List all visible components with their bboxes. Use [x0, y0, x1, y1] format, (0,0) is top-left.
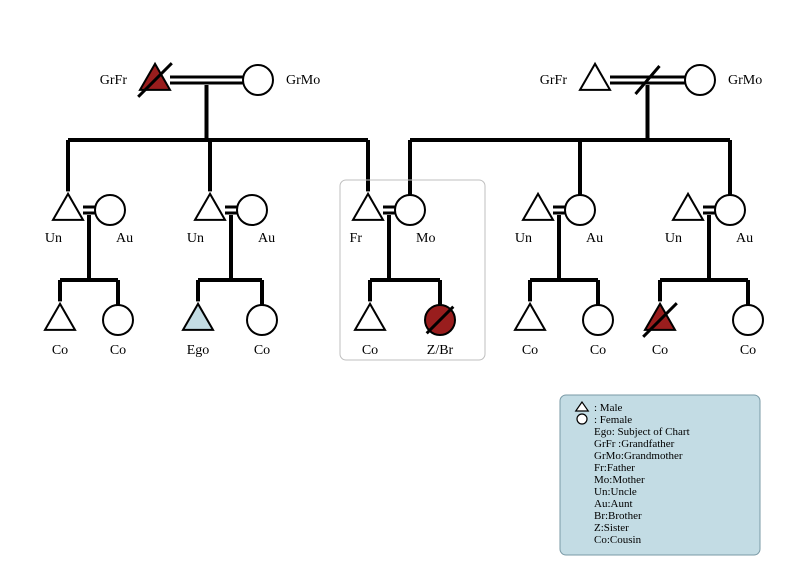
circle-icon	[715, 195, 745, 225]
triangle-icon	[523, 194, 553, 220]
person-co7: Co	[643, 303, 677, 358]
person-label: GrFr	[100, 73, 128, 88]
person-au3: Au	[565, 195, 603, 246]
person-label: Co	[522, 343, 538, 358]
person-co4: Co	[355, 304, 385, 358]
person-label: Mo	[416, 231, 435, 246]
triangle-icon	[515, 304, 545, 330]
person-label: Un	[515, 231, 532, 246]
circle-icon	[237, 195, 267, 225]
person-au4: Au	[715, 195, 753, 246]
legend-item: GrMo:Grandmother	[594, 450, 683, 462]
legend-item: Au:Aunt	[594, 498, 633, 510]
circle-icon	[395, 195, 425, 225]
person-label: GrMo	[286, 73, 320, 88]
person-zbr: Z/Br	[425, 305, 455, 358]
triangle-icon	[45, 304, 75, 330]
kinship-diagram: GrFr GrMo GrFr GrMo Un Au Un Au Fr Mo Un Au Un Au Co Co…	[0, 0, 800, 566]
circle-icon	[733, 305, 763, 335]
person-label: Co	[52, 343, 68, 358]
person-grmo_r: GrMo	[685, 65, 762, 95]
person-mo: Mo	[395, 195, 435, 246]
circle-icon	[103, 305, 133, 335]
circle-icon	[243, 65, 273, 95]
person-label: Ego	[187, 343, 210, 358]
legend-item: : Male	[594, 402, 623, 414]
person-au1: Au	[95, 195, 133, 246]
person-label: Co	[110, 343, 126, 358]
person-un2: Un	[187, 194, 225, 246]
person-label: Co	[652, 343, 668, 358]
person-co2: Co	[103, 305, 133, 358]
triangle-icon	[195, 194, 225, 220]
circle-icon	[565, 195, 595, 225]
person-co3: Co	[247, 305, 277, 358]
person-co8: Co	[733, 305, 763, 358]
legend-item: Co:Cousin	[594, 534, 642, 546]
person-grmo_l: GrMo	[243, 65, 320, 95]
person-ego: Ego	[183, 304, 213, 358]
person-label: Fr	[350, 231, 363, 246]
person-fr: Fr	[350, 194, 383, 246]
circle-icon	[95, 195, 125, 225]
triangle-icon	[355, 304, 385, 330]
person-label: Z/Br	[427, 343, 454, 358]
legend-item: Un:Uncle	[594, 486, 637, 498]
circle-icon	[583, 305, 613, 335]
person-label: GrFr	[540, 73, 568, 88]
triangle-icon	[580, 64, 610, 90]
person-label: Un	[665, 231, 682, 246]
person-label: Au	[258, 231, 275, 246]
person-label: Un	[45, 231, 62, 246]
legend-item: Z:Sister	[594, 522, 629, 534]
person-co5: Co	[515, 304, 545, 358]
legend-item: GrFr :Grandfather	[594, 438, 675, 450]
legend-item: : Female	[594, 414, 632, 426]
circle-icon	[577, 414, 587, 424]
person-label: Un	[187, 231, 204, 246]
triangle-icon	[183, 304, 213, 330]
circle-icon	[685, 65, 715, 95]
legend-box	[560, 395, 760, 555]
person-label: Co	[254, 343, 270, 358]
person-label: Au	[736, 231, 753, 246]
person-un1: Un	[45, 194, 83, 246]
person-label: Au	[116, 231, 133, 246]
legend-item: Ego: Subject of Chart	[594, 426, 690, 438]
person-label: Au	[586, 231, 603, 246]
person-label: GrMo	[728, 73, 762, 88]
triangle-icon	[353, 194, 383, 220]
triangle-icon	[673, 194, 703, 220]
legend-item: Fr:Father	[594, 462, 635, 474]
triangle-icon	[53, 194, 83, 220]
person-un4: Un	[665, 194, 703, 246]
person-au2: Au	[237, 195, 275, 246]
person-un3: Un	[515, 194, 553, 246]
person-co1: Co	[45, 304, 75, 358]
legend-item: Br:Brother	[594, 510, 642, 522]
legend-item: Mo:Mother	[594, 474, 645, 486]
person-grfr_l: GrFr	[100, 63, 172, 97]
person-grfr_r: GrFr	[540, 64, 610, 90]
person-label: Co	[590, 343, 606, 358]
circle-icon	[247, 305, 277, 335]
person-label: Co	[362, 343, 378, 358]
person-label: Co	[740, 343, 756, 358]
person-co6: Co	[583, 305, 613, 358]
